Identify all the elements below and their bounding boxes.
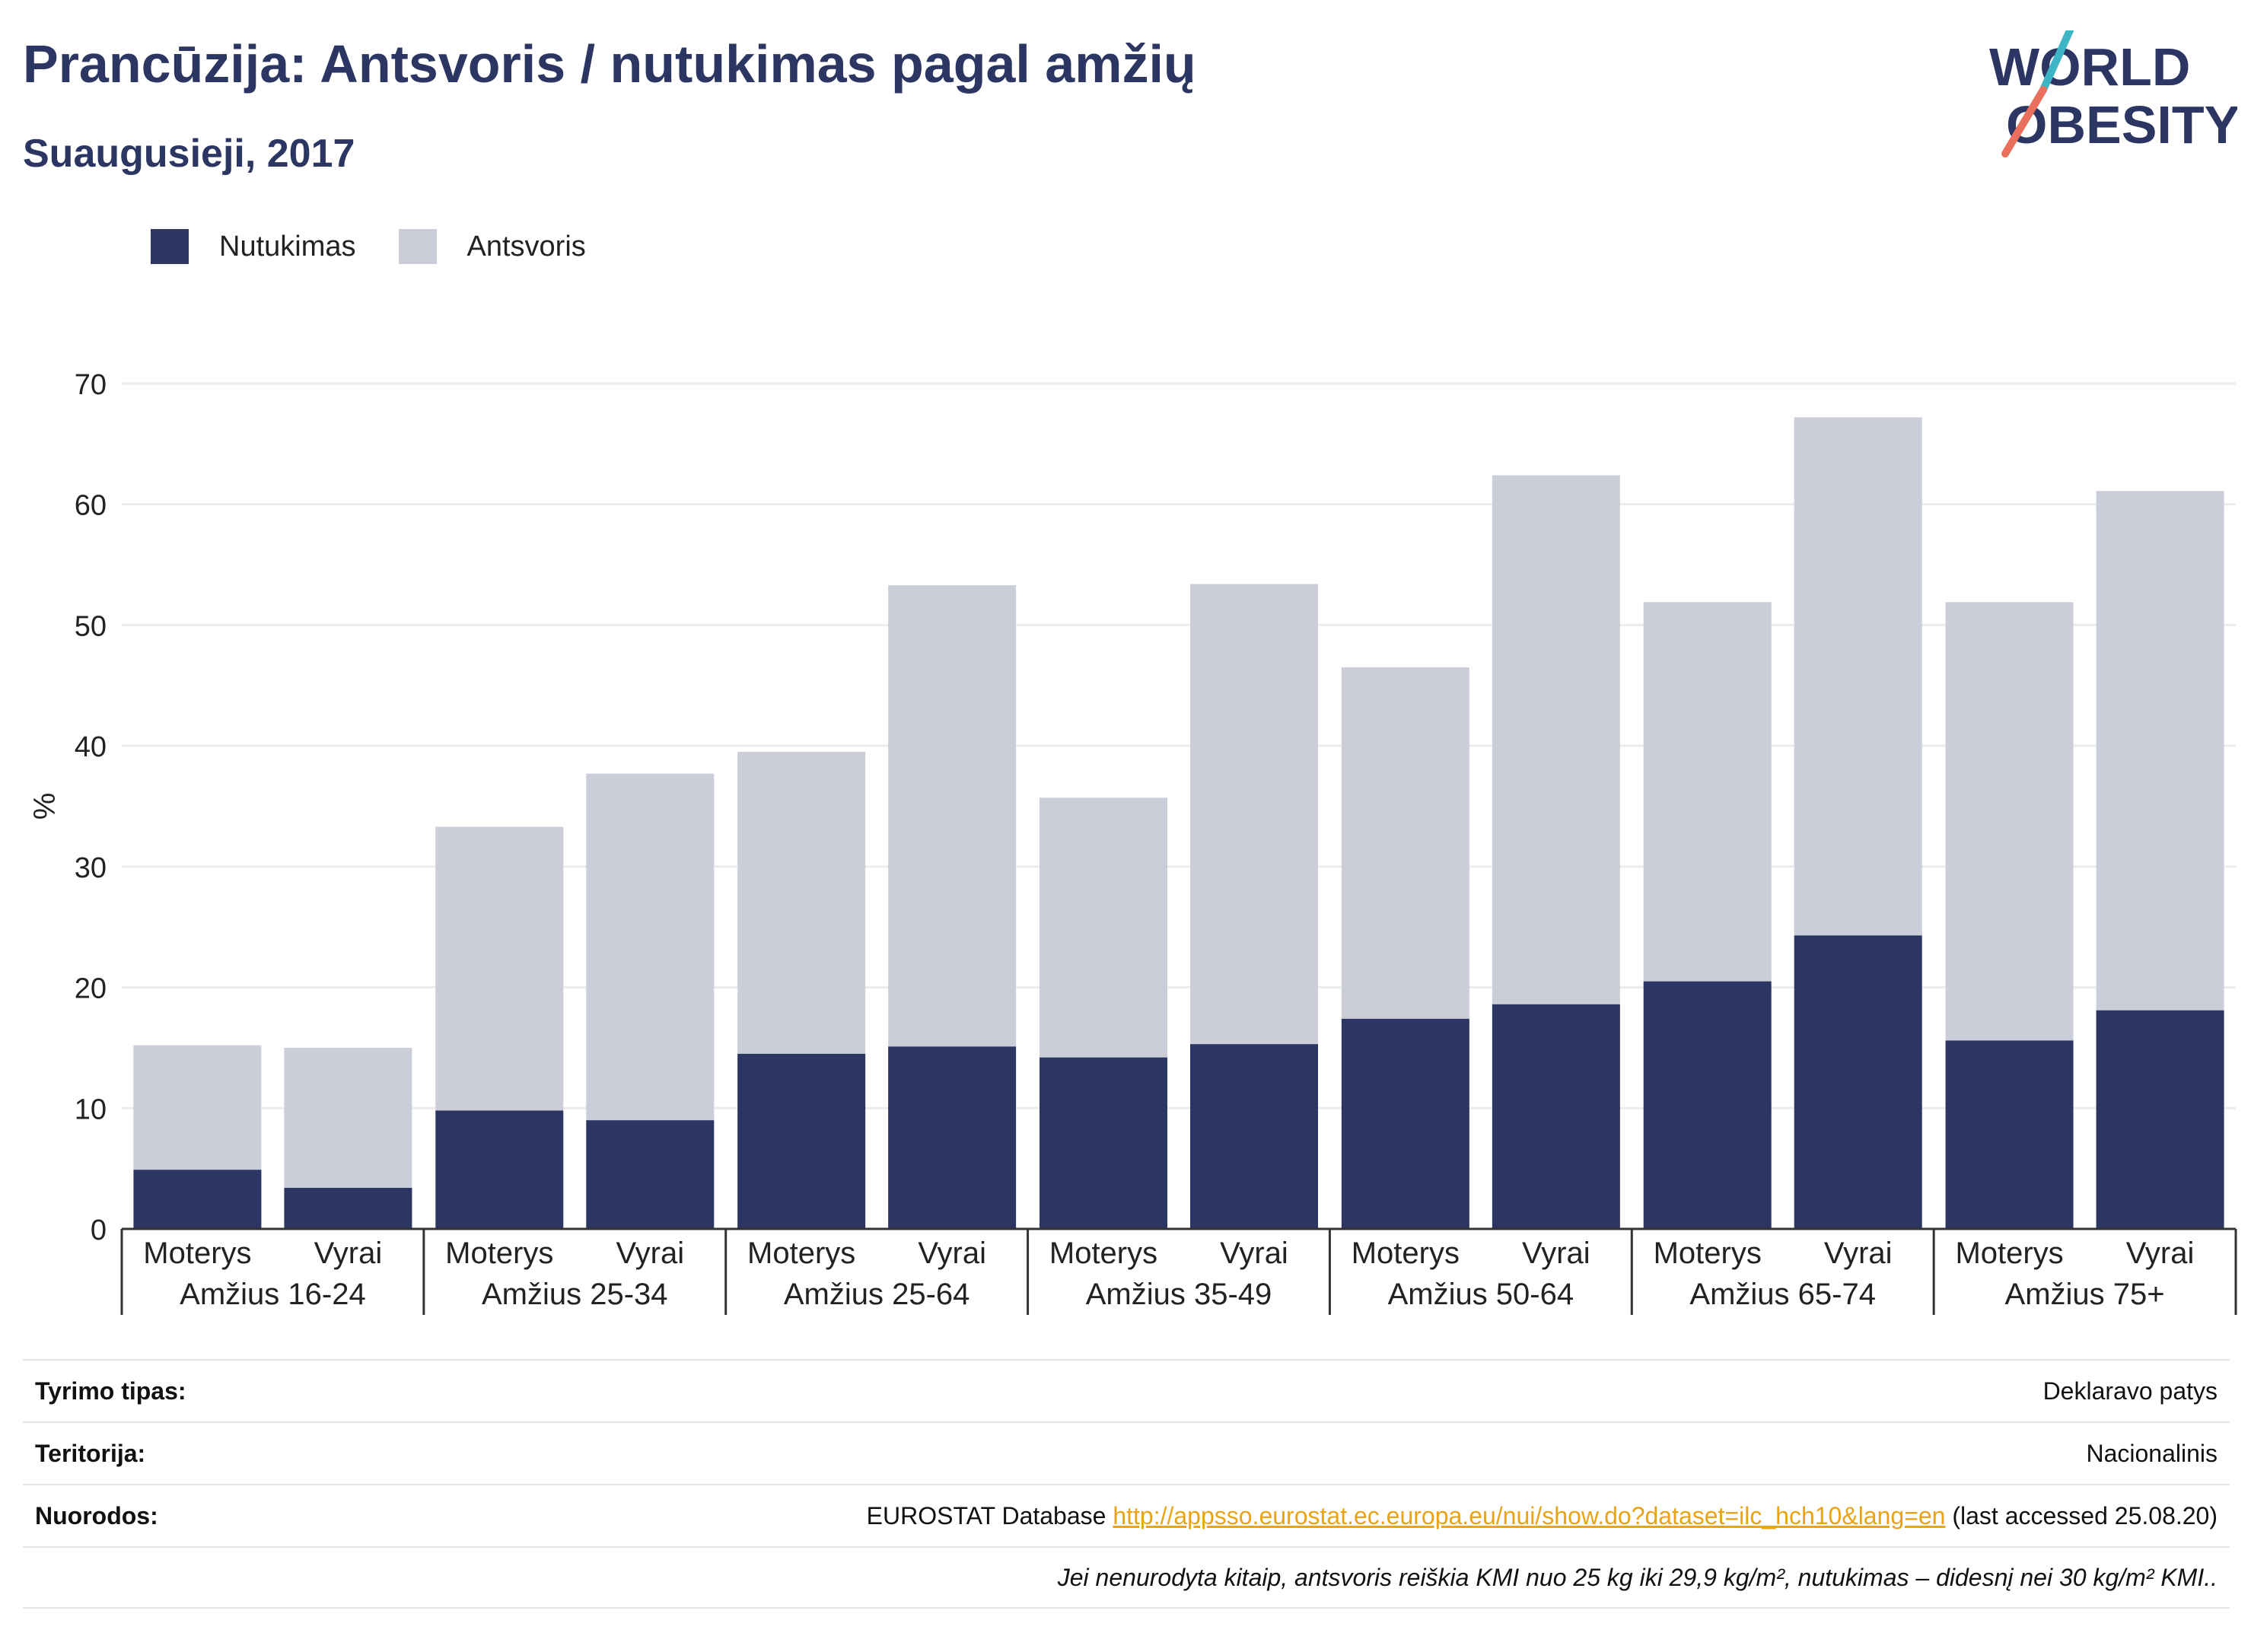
bar-obesity-g6-b0 [1945,1040,2074,1229]
logo-word-world: WORLD [1989,37,2190,97]
bar-obesity-g3-b1 [1190,1044,1318,1229]
chart-subtitle: Suaugusieji, 2017 [23,132,355,176]
x-sex-label-g4-b0: Moterys [1352,1237,1460,1270]
logo-slash-coral [2001,86,2047,158]
bar-overweight-g5-b0 [1643,602,1772,982]
references-prefix: EUROSTAT Database [866,1501,1113,1529]
y-tick-label-50: 50 [75,610,107,642]
bar-obesity-g3-b0 [1040,1057,1167,1229]
references-link[interactable]: http://appsso.eurostat.ec.europa.eu/nui/… [1113,1501,1946,1529]
bar-obesity-g0-b0 [133,1170,262,1229]
survey-type-label: Tyrimo tipas: [35,1377,186,1405]
bar-obesity-g1-b0 [435,1110,564,1229]
bar-obesity-g6-b1 [2096,1010,2224,1229]
info-row-survey-type: Tyrimo tipas: Deklaravo patys [23,1359,2230,1421]
logo-slash-teal [2039,30,2074,94]
legend-label-obesity: Nutukimas [219,230,356,263]
bar-obesity-g0-b1 [284,1188,412,1229]
bar-overweight-g0-b1 [284,1047,412,1189]
survey-type-value: Deklaravo patys [2042,1377,2218,1405]
bar-overweight-g3-b1 [1190,584,1318,1045]
x-group-label-2: Amžius 25-64 [784,1278,970,1311]
x-sex-label-g5-b0: Moterys [1654,1237,1762,1270]
x-group-label-5: Amžius 65-74 [1689,1278,1876,1311]
y-axis-title: % [28,793,62,820]
definition-note: Jei nenurodyta kitaip, antsvoris reiškia… [1057,1563,2218,1591]
bar-obesity-g1-b1 [586,1120,715,1229]
bar-obesity-g2-b0 [737,1053,866,1229]
x-sex-label-g3-b0: Moterys [1049,1237,1157,1270]
legend-swatch-overweight [398,229,437,264]
bar-overweight-g2-b0 [737,752,866,1054]
bar-overweight-g4-b0 [1341,667,1469,1019]
bar-obesity-g5-b1 [1794,935,1922,1229]
legend-item-overweight[interactable]: Antsvoris [398,229,586,264]
legend-swatch-obesity [151,229,189,264]
x-sex-label-g4-b1: Vyrai [1522,1237,1590,1270]
y-tick-label-20: 20 [75,973,107,1005]
x-group-label-6: Amžius 75+ [2005,1278,2165,1311]
x-group-label-0: Amžius 16-24 [180,1278,366,1311]
info-row-references: Nuorodos: EUROSTAT Database http://appss… [23,1484,2230,1546]
x-sex-label-g0-b0: Moterys [143,1237,251,1270]
x-sex-label-g6-b1: Vyrai [2126,1237,2195,1270]
x-sex-label-g0-b1: Vyrai [314,1237,383,1270]
y-tick-label-0: 0 [91,1214,107,1246]
info-row-territory: Teritorija: Nacionalinis [23,1421,2230,1484]
references-label: Nuorodos: [35,1501,158,1529]
bar-overweight-g4-b1 [1492,475,1620,1004]
y-tick-label-10: 10 [75,1093,107,1125]
bar-obesity-g4-b0 [1341,1018,1469,1229]
x-sex-label-g2-b1: Vyrai [918,1237,986,1270]
chart-title: Prancūzija: Antsvoris / nutukimas pagal … [23,34,1196,94]
x-sex-label-g1-b1: Vyrai [616,1237,684,1270]
world-obesity-logo: WORLD OBESITY [1989,30,2237,158]
info-row-note: Jei nenurodyta kitaip, antsvoris reiškia… [23,1546,2230,1609]
y-tick-label-70: 70 [75,369,107,401]
x-group-label-4: Amžius 50-64 [1388,1278,1574,1311]
bar-overweight-g6-b0 [1945,602,2074,1041]
bar-overweight-g0-b0 [133,1045,262,1170]
info-table: Tyrimo tipas: Deklaravo patys Teritorija… [23,1359,2230,1609]
bar-overweight-g1-b0 [435,826,564,1111]
x-sex-label-g1-b0: Moterys [445,1237,553,1270]
bar-overweight-g1-b1 [586,773,715,1121]
stacked-bar-chart: 0 10 20 30 40 50 60 70% Moterys Vyrai Amžius 16-24… [28,369,2237,1315]
legend-item-obesity[interactable]: Nutukimas [151,229,356,264]
bar-obesity-g4-b1 [1492,1004,1620,1229]
references-suffix: (last accessed 25.08.20) [1945,1501,2218,1529]
bar-overweight-g3-b0 [1040,797,1167,1058]
y-tick-label-60: 60 [75,490,107,522]
y-tick-label-30: 30 [75,852,107,884]
x-sex-label-g3-b1: Vyrai [1220,1237,1288,1270]
bar-overweight-g6-b1 [2096,491,2224,1011]
territory-value: Nacionalinis [2086,1439,2218,1467]
bar-obesity-g5-b0 [1643,981,1772,1229]
bar-overweight-g5-b1 [1794,417,1922,936]
x-sex-label-g2-b0: Moterys [747,1237,855,1270]
x-sex-label-g6-b0: Moterys [1955,1237,2063,1270]
legend: Nutukimas Antsvoris [151,225,629,268]
references-value: EUROSTAT Database http://appsso.eurostat… [867,1502,2218,1530]
y-tick-label-40: 40 [75,731,107,763]
x-group-label-3: Amžius 35-49 [1086,1278,1272,1311]
bar-overweight-g2-b1 [888,585,1017,1047]
legend-label-overweight: Antsvoris [466,230,586,263]
logo-word-obesity: OBESITY [2006,95,2237,154]
x-group-label-1: Amžius 25-34 [482,1278,668,1311]
bar-obesity-g2-b1 [888,1046,1017,1229]
x-sex-label-g5-b1: Vyrai [1824,1237,1893,1270]
territory-label: Teritorija: [35,1439,146,1467]
